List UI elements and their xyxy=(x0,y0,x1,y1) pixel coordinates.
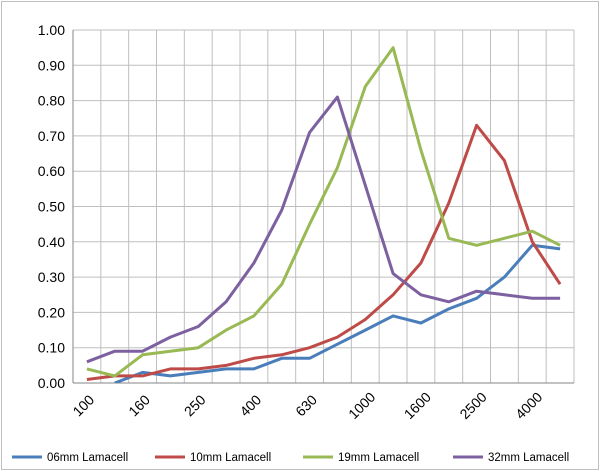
y-tick-label: 0.20 xyxy=(38,304,65,320)
x-tick-label: 4000 xyxy=(512,389,545,422)
y-tick-label: 0.00 xyxy=(38,375,65,391)
y-tick-label: 0.30 xyxy=(38,269,65,285)
y-tick-label: 0.10 xyxy=(38,340,65,356)
x-tick-label: 100 xyxy=(69,391,97,419)
legend-label: 06mm Lamacell xyxy=(47,452,128,464)
y-tick-label: 1.00 xyxy=(38,22,65,38)
series-line xyxy=(86,95,561,364)
x-tick-label: 2500 xyxy=(456,389,489,422)
y-tick-label: 0.70 xyxy=(38,128,65,144)
series-line xyxy=(114,243,561,383)
y-tick-label: 0.50 xyxy=(38,199,65,215)
y-tick-label: 0.80 xyxy=(38,93,65,109)
x-tick-label: 1600 xyxy=(401,389,434,422)
series-line xyxy=(86,123,562,381)
gridlines xyxy=(72,29,575,384)
x-tick-label: 160 xyxy=(125,391,153,419)
legend-label: 32mm Lamacell xyxy=(488,452,569,464)
x-tick-label: 1000 xyxy=(345,389,378,422)
y-tick-label: 0.40 xyxy=(38,234,65,250)
series-line xyxy=(86,46,561,378)
y-tick-label: 0.90 xyxy=(38,57,65,73)
series-lines xyxy=(86,46,562,383)
x-tick-label: 400 xyxy=(236,391,264,419)
legend-label: 10mm Lamacell xyxy=(190,452,271,464)
x-tick-label: 630 xyxy=(292,391,320,419)
legend: 06mm Lamacell 10mm Lamacell 19mm Lamacell 3… xyxy=(12,452,569,464)
y-tick-label: 0.60 xyxy=(38,163,65,179)
axes: 0.00 0.10 0.20 0.30 0.40 0.50 0.60 0.70 0.80 0.90… xyxy=(38,22,574,422)
legend-label: 19mm Lamacell xyxy=(338,452,419,464)
x-tick-label: 250 xyxy=(181,391,209,419)
